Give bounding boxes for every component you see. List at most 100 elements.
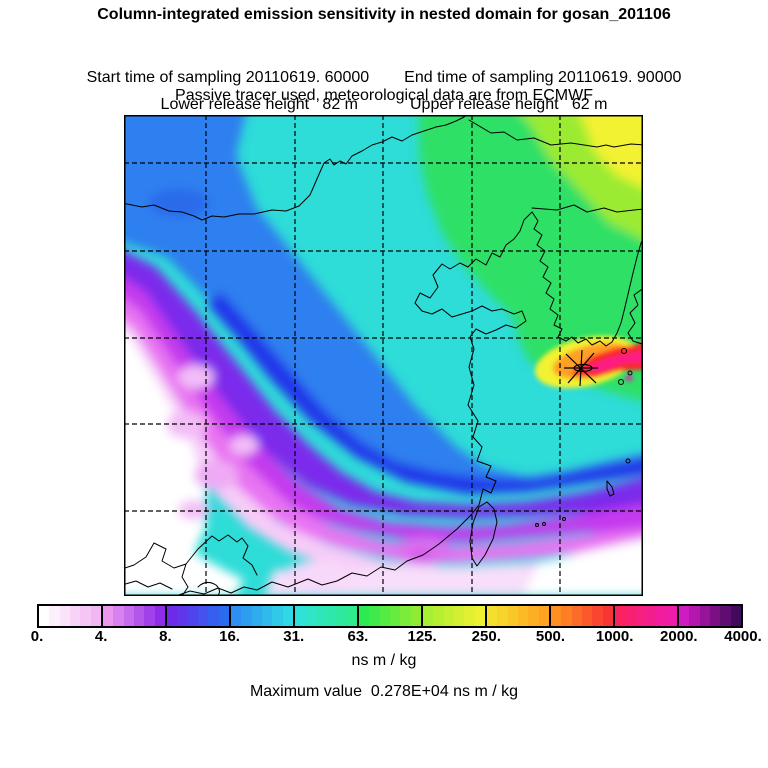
colorbar-cell	[231, 606, 242, 626]
colorbar-cell	[571, 606, 582, 626]
colorbar-tick-label: 16.	[219, 628, 240, 645]
colorbar-cell	[336, 606, 347, 626]
colorbar-cell	[241, 606, 252, 626]
colorbar-tick-label: 63.	[347, 628, 369, 645]
colorbar-cell	[625, 606, 636, 626]
colorbar-cell	[507, 606, 518, 626]
upper-release-text: Upper release height 62 m	[410, 96, 608, 113]
colorbar-segment	[485, 606, 549, 626]
map-frame	[124, 115, 643, 596]
colorbar-tick-label: 4.	[94, 628, 108, 645]
station-marker	[564, 349, 598, 387]
colorbar-cell	[144, 606, 155, 626]
colorbar-segment	[101, 606, 165, 626]
colorbar-cell	[197, 606, 209, 626]
sensitivity-map	[124, 115, 643, 596]
colorbar-tick-label: 500.	[535, 628, 566, 645]
colorbar-cell	[699, 606, 710, 626]
colorbar-cell	[305, 606, 316, 626]
colorbar-cell	[261, 606, 273, 626]
colorbar-units-label: ns m / kg	[351, 652, 417, 669]
colorbar-cell	[167, 606, 178, 626]
colorbar-cell	[295, 606, 306, 626]
colorbar-segment	[549, 606, 613, 626]
colorbar-cell	[666, 606, 677, 626]
colorbar-cell	[133, 606, 145, 626]
colorbar-cell	[272, 606, 283, 626]
tracer-info-text: Passive tracer used, meteorological data…	[175, 87, 593, 104]
colorbar-cell	[635, 606, 646, 626]
colorbar-cell	[359, 606, 370, 626]
colorbar-segment	[39, 606, 101, 626]
colorbar-cell	[730, 606, 741, 626]
end-time-text: End time of sampling 20110619. 90000	[404, 69, 682, 86]
colorbar-cell	[282, 606, 293, 626]
colorbar-cell	[689, 606, 700, 626]
colorbar-cell	[517, 606, 529, 626]
colorbar-segment	[165, 606, 229, 626]
colorbar-cell	[325, 606, 337, 626]
colorbar-cell	[709, 606, 721, 626]
colorbar-tick-label: 4000.	[724, 628, 762, 645]
colorbar-tick-labels: 0. 4. 8. 16. 31. 63. 125. 250. 500. 1000. 2000. 400…	[31, 628, 762, 646]
grid-lines	[124, 115, 643, 596]
colorbar-cell	[592, 606, 603, 626]
colorbar-cell	[69, 606, 81, 626]
colorbar-cell	[433, 606, 444, 626]
colorbar-cell	[497, 606, 508, 626]
colorbar-tick-label: 1000.	[595, 628, 634, 645]
colorbar-cell	[561, 606, 572, 626]
colorbar-cell	[400, 606, 411, 626]
colorbar-cell	[80, 606, 91, 626]
map-canvas	[124, 115, 643, 596]
colorbar-tick-label: 2000.	[660, 628, 698, 645]
colorbar-cell	[154, 606, 165, 626]
colorbar-segment	[357, 606, 421, 626]
colorbar-tick-label: 8.	[159, 628, 172, 645]
colorbar-cell	[39, 606, 50, 626]
colorbar-cell	[315, 606, 326, 626]
colorbar-cell	[602, 606, 613, 626]
colorbar-tick-label: 125.	[407, 628, 437, 645]
colorbar-cell	[453, 606, 465, 626]
coastline-borders	[124, 115, 643, 596]
colorbar-cell	[218, 606, 229, 626]
colorbar-cell	[251, 606, 262, 626]
colorbar	[37, 604, 743, 628]
lower-release-text: Lower release height 82 m	[160, 96, 358, 113]
colorbar-cell	[443, 606, 454, 626]
colorbar-cell	[103, 606, 114, 626]
colorbar-cell	[538, 606, 549, 626]
colorbar-cell	[123, 606, 134, 626]
colorbar-cell	[581, 606, 593, 626]
colorbar-cell	[679, 606, 690, 626]
colorbar-tick-label: 250.	[471, 628, 501, 645]
colorbar-segment	[677, 606, 741, 626]
colorbar-cell	[389, 606, 401, 626]
release-heights-line: Lower release height 82 m Upper release …	[0, 60, 768, 150]
colorbar-cell	[208, 606, 219, 626]
colorbar-cell	[551, 606, 562, 626]
colorbar-cell	[346, 606, 357, 626]
colorbar-segment	[421, 606, 485, 626]
colorbar-cell	[187, 606, 198, 626]
colorbar-cell	[645, 606, 657, 626]
colorbar-cell	[177, 606, 188, 626]
colorbar-cell	[615, 606, 626, 626]
colorbar-cell	[656, 606, 667, 626]
colorbar-cell	[379, 606, 390, 626]
colorbar-cell	[720, 606, 731, 626]
colorbar-cell	[369, 606, 380, 626]
colorbar-cell	[423, 606, 434, 626]
colorbar-segment	[613, 606, 677, 626]
colorbar-tick-label: 31.	[283, 628, 305, 645]
colorbar-cell	[59, 606, 70, 626]
colorbar-cell	[90, 606, 101, 626]
colorbar-cell	[528, 606, 539, 626]
sensitivity-field-bands	[124, 115, 643, 596]
colorbar-segment	[229, 606, 293, 626]
page-title: Column-integrated emission sensitivity i…	[97, 6, 671, 23]
colorbar-cell	[464, 606, 475, 626]
colorbar-cell	[49, 606, 60, 626]
colorbar-tick-label: 0.	[30, 628, 44, 645]
